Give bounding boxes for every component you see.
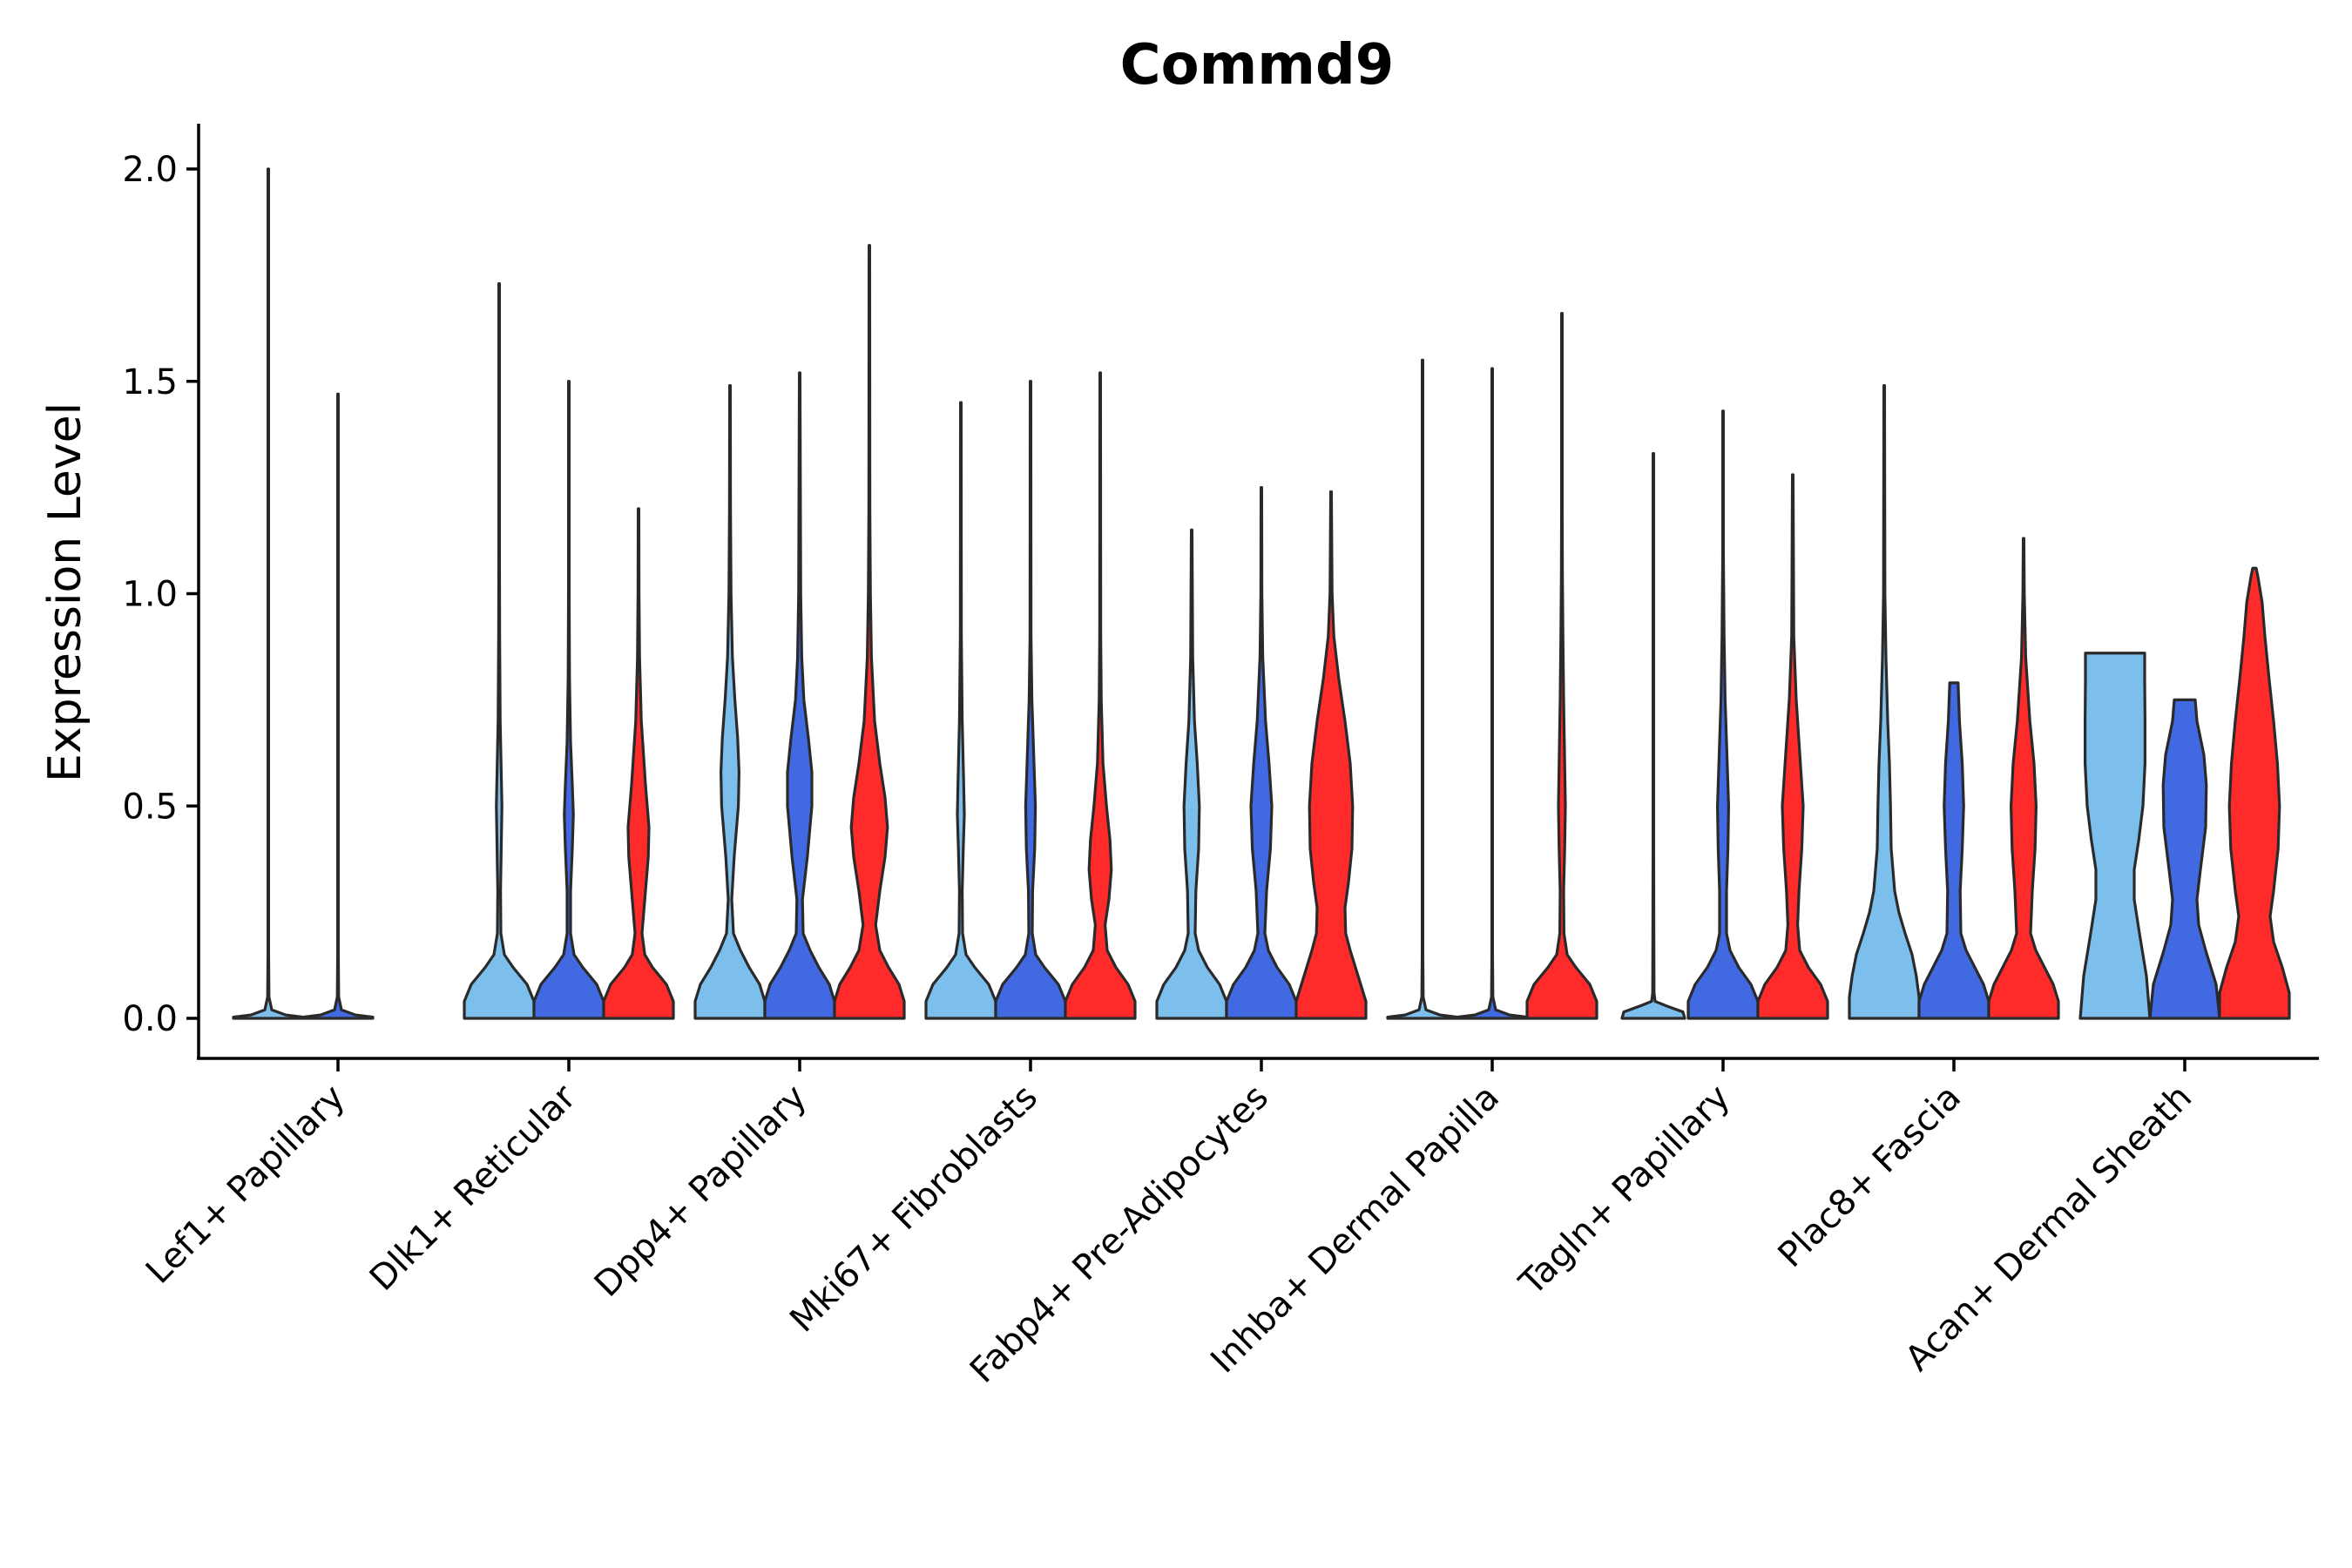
violin-9-3 [2218,566,2291,1020]
violin-8-1 [1848,384,1921,1020]
x-tick-label: Lef1+ Papillary [139,1078,353,1292]
x-tick-label: Tagln+ Papillary [1511,1078,1738,1304]
violin-8-3 [1987,537,2060,1020]
violin-9-2 [2148,698,2221,1020]
y-tick-label: 2.0 [122,150,178,190]
violin-7-3 [1756,473,1829,1020]
violin-6-2 [1456,367,1529,1020]
violin-1-1 [232,167,305,1020]
violin-9-1 [2078,652,2152,1020]
x-tick-label: Plac8+ Fascia [1771,1078,1970,1276]
y-tick-label: 1.0 [122,575,178,615]
x-tick-label: Mki67+ Fibroblasts [782,1078,1045,1341]
violin-2-1 [463,282,536,1020]
violin-3-3 [833,244,906,1020]
y-tick-label: 0.0 [122,999,178,1039]
violin-3-2 [763,371,836,1020]
violin-1-2 [301,392,375,1020]
violin-3-1 [693,384,767,1020]
y-axis-label: Expression Level [39,402,91,782]
violin-5-2 [1225,486,1298,1020]
violin-4-1 [924,401,997,1020]
violin-5-3 [1294,490,1368,1020]
x-axis-ticks: Lef1+ Papillary Dlk1+ Reticular Dpp4+ Papi… [139,1058,2200,1391]
y-tick-label: 0.5 [122,787,178,827]
violin-8-2 [1917,681,1990,1020]
y-axis-ticks: 0.0 0.5 1.0 1.5 2.0 [122,150,199,1039]
violin-5-1 [1155,528,1228,1020]
violin-4-3 [1064,371,1137,1020]
violin-6-3 [1525,312,1598,1020]
x-tick-label: Dlk1+ Reticular [362,1077,585,1299]
violin-group [232,167,2291,1020]
y-tick-label: 1.5 [122,362,178,402]
violin-6-1 [1386,358,1459,1020]
violin-4-2 [994,380,1067,1020]
chart-title: Commd9 [1120,33,1395,98]
violin-7-1 [1620,452,1686,1020]
x-tick-label: Dpp4+ Papillary [587,1078,814,1305]
violin-7-2 [1686,409,1760,1020]
violin-2-2 [532,380,605,1020]
violin-2-3 [602,507,675,1020]
